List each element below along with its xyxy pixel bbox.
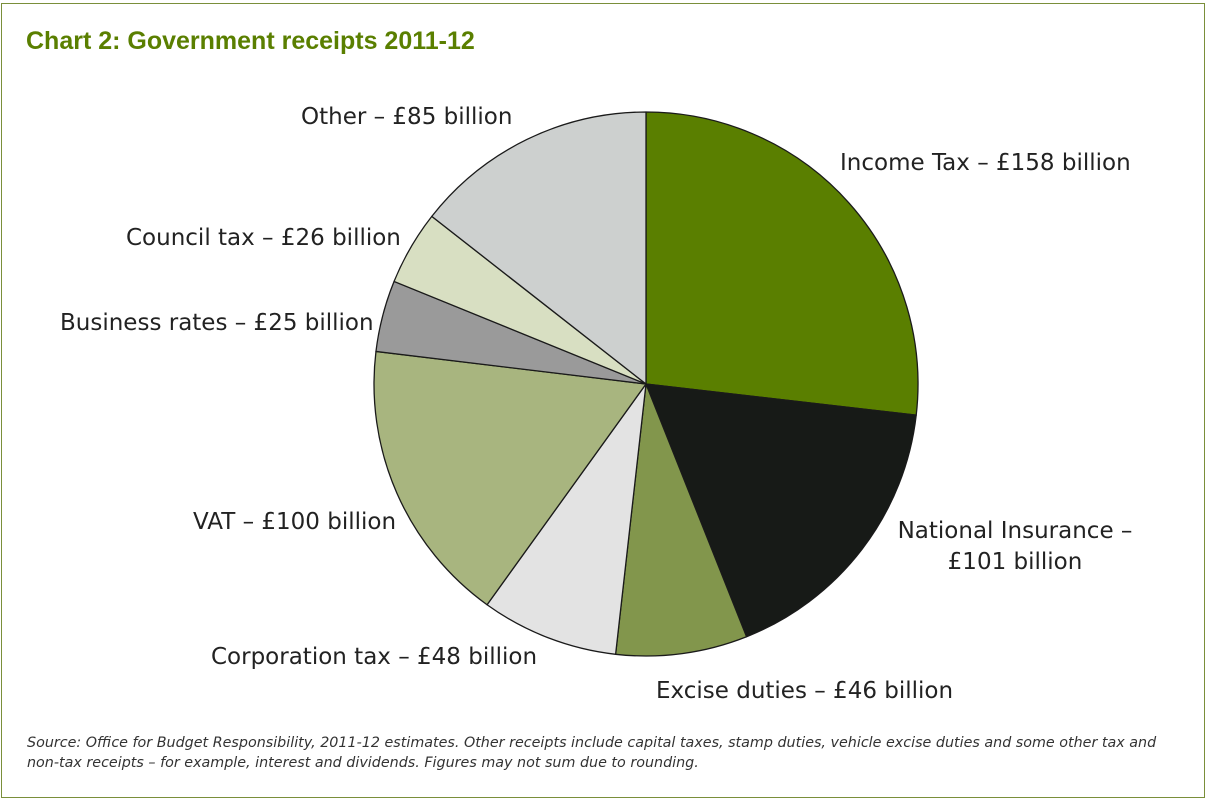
slice-label-vat: VAT – £100 billion <box>193 509 396 535</box>
pie-slices <box>373 111 919 657</box>
slice-label-national-insurance: National Insurance – £101 billion <box>898 518 1133 575</box>
slice-label-other: Other – £85 billion <box>301 104 512 130</box>
pie-slice-national-insurance <box>645 383 917 638</box>
slice-label-council-tax: Council tax – £26 billion <box>126 225 401 251</box>
pie-slice-income-tax <box>645 111 919 416</box>
slice-label-corporation-tax: Corporation tax – £48 billion <box>211 644 537 670</box>
pie-slice-vat <box>373 350 647 606</box>
slice-label-business-rates: Business rates – £25 billion <box>60 310 374 336</box>
pie-slice-excise-duties <box>614 383 748 657</box>
slice-label-excise-duties: Excise duties – £46 billion <box>656 678 953 704</box>
source-note: Source: Office for Budget Responsibility… <box>27 735 1157 771</box>
pie-labels: Income Tax – £158 billion National Insura… <box>60 104 1132 704</box>
slice-label-income-tax: Income Tax – £158 billion <box>840 150 1131 176</box>
chart-title: Chart 2: Government receipts 2011-12 <box>26 27 475 55</box>
pie-slice-corporation-tax <box>486 383 647 655</box>
pie-slice-other <box>431 111 647 385</box>
